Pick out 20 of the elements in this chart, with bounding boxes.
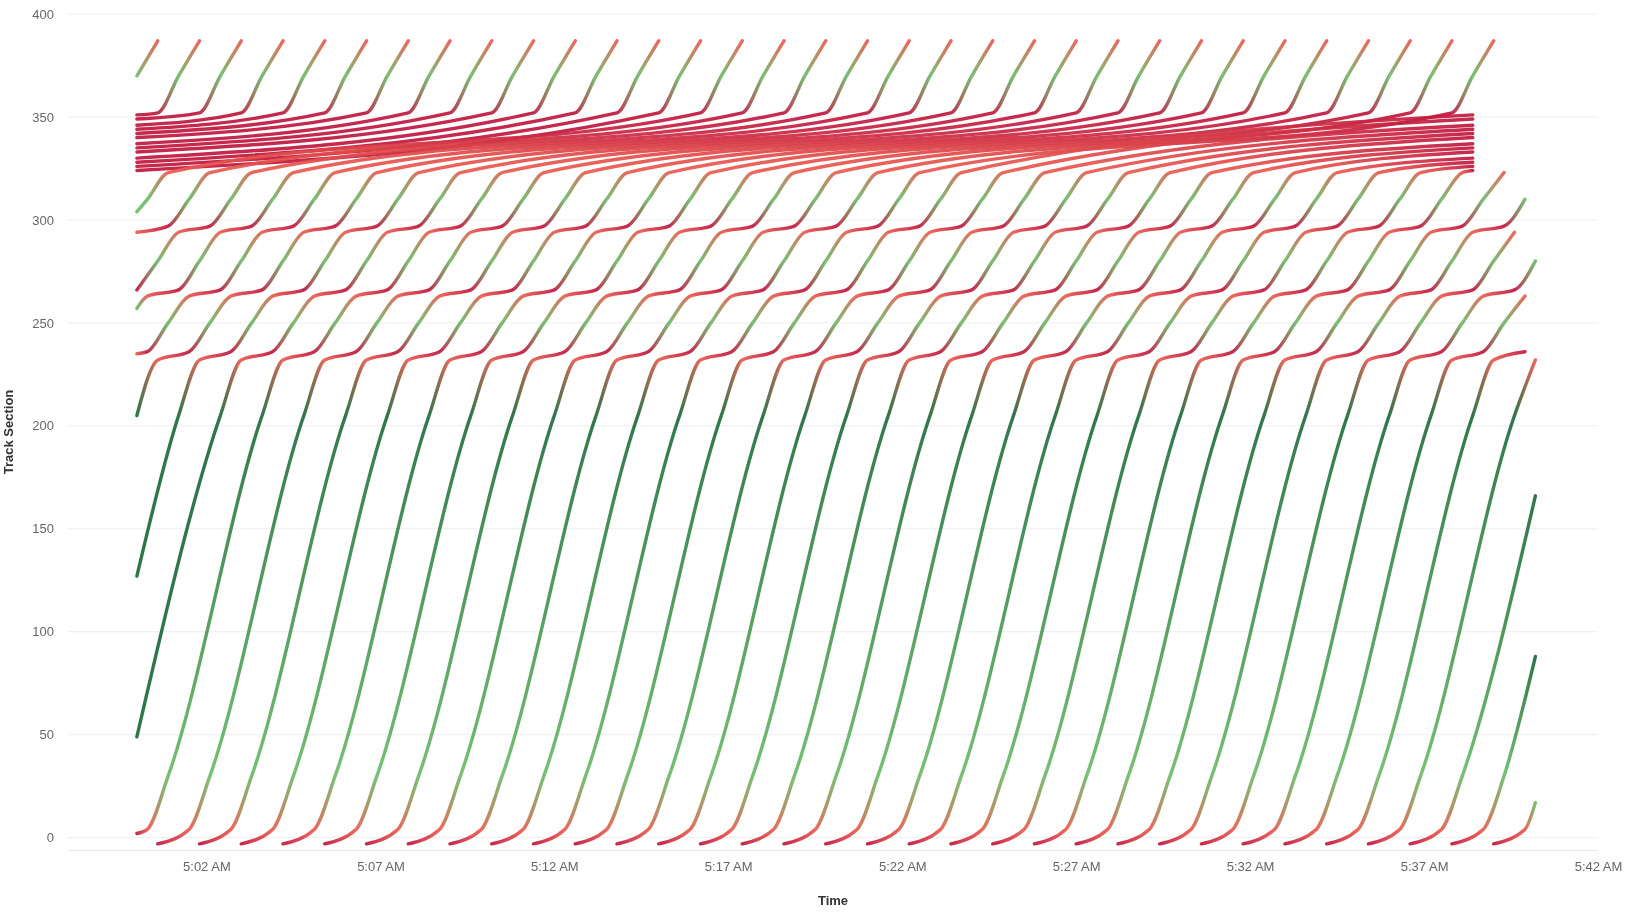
x-tick-label: 5:02 AM xyxy=(183,859,231,875)
x-tick-label: 5:22 AM xyxy=(878,859,927,875)
x-tick-label: 5:27 AM xyxy=(1052,859,1101,875)
x-tick-label: 5:17 AM xyxy=(704,859,753,875)
y-tick-label: 100 xyxy=(32,624,54,640)
y-tick-label: 250 xyxy=(32,315,54,331)
x-tick-label: 5:12 AM xyxy=(530,859,579,875)
y-tick-label: 300 xyxy=(32,212,54,228)
x-axis-title: Time xyxy=(817,893,849,908)
x-tick-label: 5:42 AM xyxy=(1574,859,1623,875)
y-tick-label: 0 xyxy=(46,830,54,846)
x-tick-label: 5:37 AM xyxy=(1400,859,1449,875)
y-tick-label: 400 xyxy=(32,6,54,22)
y-tick-label: 350 xyxy=(32,109,54,125)
y-tick-label: 200 xyxy=(32,418,54,434)
y-tick-label: 50 xyxy=(39,727,54,743)
x-tick-label: 5:07 AM xyxy=(357,859,405,875)
x-tick-label: 5:32 AM xyxy=(1226,859,1275,875)
y-axis-title: Track Section xyxy=(1,389,16,475)
y-tick-label: 150 xyxy=(32,521,54,537)
